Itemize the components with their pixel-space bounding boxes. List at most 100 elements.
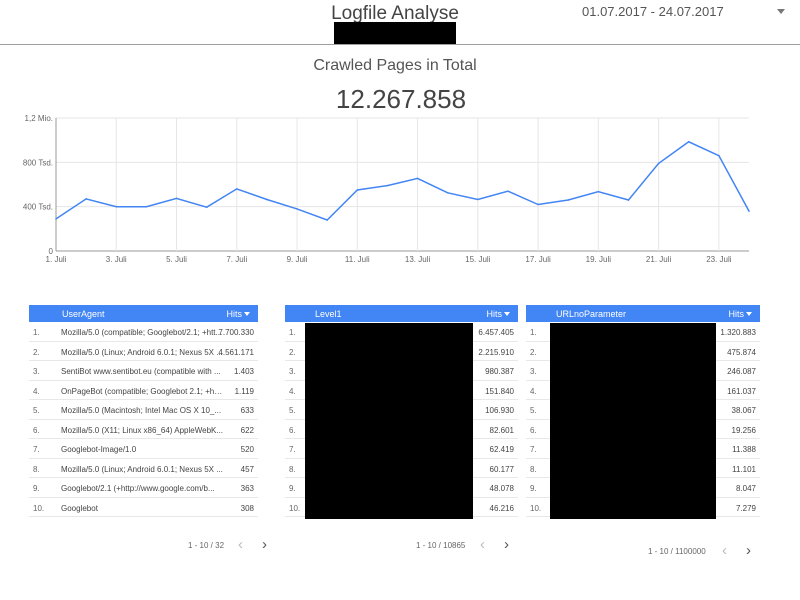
row-hits: 48.078 bbox=[489, 484, 514, 493]
prev-page-icon[interactable]: ‹ bbox=[722, 542, 727, 559]
x-tick-label: 17. Juli bbox=[525, 255, 551, 264]
table-row[interactable]: 5. Mozilla/5.0 (Macintosh; Intel Mac OS X… bbox=[29, 400, 258, 420]
row-hits: 457 bbox=[240, 464, 254, 474]
table-row[interactable]: 7. Googlebot-Image/1.0 520 bbox=[29, 439, 258, 459]
column-header-urlnoparameter[interactable]: URLnoParameter bbox=[556, 309, 627, 319]
data-point bbox=[718, 154, 720, 157]
row-index: 7. bbox=[289, 445, 296, 454]
table-row[interactable]: 4. OnPageBot (compatible; Googlebot 2.1; … bbox=[29, 381, 258, 400]
row-hits: 6.457.405 bbox=[478, 328, 514, 337]
row-hits: 2.215.910 bbox=[478, 347, 514, 357]
sort-desc-icon[interactable] bbox=[244, 312, 250, 316]
row-hits: 1.320.883 bbox=[720, 328, 756, 337]
table-row[interactable]: 6. Mozilla/5.0 (X11; Linux x86_64) AppleW… bbox=[29, 420, 258, 439]
useragent-pager: 1 - 10 / 32 ‹ › bbox=[188, 536, 267, 553]
row-useragent: Mozilla/5.0 (compatible; Googlebot/2.1; … bbox=[61, 328, 223, 337]
sort-desc-icon[interactable] bbox=[504, 312, 510, 316]
row-index: 2. bbox=[530, 347, 537, 357]
prev-page-icon[interactable]: ‹ bbox=[238, 536, 243, 553]
data-point bbox=[477, 198, 479, 201]
row-index: 10. bbox=[289, 503, 301, 513]
row-index: 8. bbox=[530, 464, 537, 474]
row-index: 1. bbox=[289, 328, 296, 337]
data-point bbox=[386, 184, 389, 187]
row-useragent: Mozilla/5.0 (X11; Linux x86_64) AppleWeb… bbox=[61, 425, 224, 435]
pager-range: 1 - 10 / 10865 bbox=[416, 541, 466, 550]
row-index: 5. bbox=[530, 406, 537, 415]
x-tick-label: 11. Juli bbox=[345, 255, 370, 264]
pager-range: 1 - 10 / 32 bbox=[188, 541, 225, 550]
data-point bbox=[416, 177, 419, 180]
pager-range: 1 - 10 / 1100000 bbox=[648, 547, 706, 556]
row-hits: 622 bbox=[240, 425, 254, 435]
table-row[interactable]: 8. Mozilla/5.0 (Linux; Android 6.0.1; Nex… bbox=[29, 459, 258, 478]
report-header: Logfile Analyse 01.07.2017 - 24.07.2017 bbox=[0, 0, 800, 45]
row-hits: 106.930 bbox=[485, 406, 514, 415]
row-hits: 38.067 bbox=[731, 406, 756, 415]
next-page-icon[interactable]: › bbox=[746, 542, 751, 559]
data-point bbox=[657, 162, 660, 165]
row-index: 2. bbox=[33, 347, 40, 357]
x-tick-label: 9. Juli bbox=[287, 255, 308, 264]
table-row[interactable]: 2. Mozilla/5.0 (Linux; Android 6.0.1; Nex… bbox=[29, 342, 258, 361]
row-useragent: Googlebot/2.1 (+http://www.google.com/b.… bbox=[61, 484, 215, 493]
table-row[interactable]: 1. Mozilla/5.0 (compatible; Googlebot/2.1… bbox=[29, 322, 258, 342]
row-hits: 363 bbox=[240, 484, 254, 493]
data-point bbox=[115, 205, 118, 208]
data-point bbox=[55, 218, 57, 220]
x-tick-label: 5. Juli bbox=[166, 255, 187, 264]
row-hits: 62.419 bbox=[489, 445, 514, 454]
row-hits: 82.601 bbox=[489, 425, 514, 435]
next-page-icon[interactable]: › bbox=[504, 536, 509, 553]
x-tick-label: 23. Juli bbox=[706, 255, 732, 264]
row-index: 3. bbox=[289, 367, 296, 376]
table-header: UserAgent Hits bbox=[29, 305, 258, 322]
row-hits: 7.279 bbox=[735, 503, 756, 513]
row-useragent: Mozilla/5.0 (Linux; Android 6.0.1; Nexus… bbox=[61, 347, 223, 357]
report-title: Logfile Analyse bbox=[331, 3, 459, 24]
row-hits: 246.087 bbox=[727, 367, 756, 376]
y-tick-label: 400 Tsd. bbox=[23, 203, 53, 212]
data-point bbox=[266, 198, 268, 201]
next-page-icon[interactable]: › bbox=[262, 536, 267, 553]
table-row[interactable]: 3. SentiBot www.sentibot.eu (compatible w… bbox=[29, 361, 258, 381]
urlnoparameter-pager: 1 - 10 / 1100000 ‹ › bbox=[648, 542, 751, 559]
row-hits: 520 bbox=[240, 445, 254, 454]
row-index: 8. bbox=[33, 464, 40, 474]
table-row[interactable]: 10. Googlebot 308 bbox=[29, 498, 258, 517]
data-point bbox=[85, 198, 87, 200]
table-header: URLnoParameter Hits bbox=[526, 305, 760, 322]
date-range-control[interactable]: 01.07.2017 - 24.07.2017 bbox=[582, 4, 724, 19]
redacted-column bbox=[305, 323, 473, 519]
data-point bbox=[687, 141, 690, 143]
scorecard-value: 12.267.858 bbox=[335, 84, 467, 114]
column-header-hits[interactable]: Hits bbox=[226, 309, 243, 319]
row-useragent: SentiBot www.sentibot.eu (compatible wit… bbox=[61, 367, 221, 376]
column-header-hits[interactable]: Hits bbox=[728, 309, 745, 319]
row-index: 9. bbox=[33, 484, 40, 493]
level1-table: Level1 Hits 1. 6.457.405 2. 2.215.910 3. 980.… bbox=[285, 305, 518, 519]
prev-page-icon[interactable]: ‹ bbox=[480, 536, 485, 553]
row-index: 8. bbox=[289, 464, 296, 474]
sort-desc-icon[interactable] bbox=[746, 312, 752, 316]
x-tick-label: 3. Juli bbox=[106, 255, 127, 264]
data-point bbox=[326, 219, 328, 221]
row-hits: 4.561.171 bbox=[218, 347, 254, 357]
row-index: 4. bbox=[530, 386, 537, 396]
y-tick-label: 1,2 Mio. bbox=[25, 114, 53, 123]
row-hits: 1.119 bbox=[234, 386, 254, 396]
date-range-dropdown-icon[interactable] bbox=[777, 9, 785, 14]
row-index: 3. bbox=[33, 367, 40, 376]
column-header-level1[interactable]: Level1 bbox=[315, 309, 342, 319]
row-hits: 19.256 bbox=[731, 425, 756, 435]
row-index: 6. bbox=[289, 425, 296, 435]
table-row[interactable]: 9. Googlebot/2.1 (+http://www.google.com/… bbox=[29, 478, 258, 498]
data-point bbox=[235, 188, 238, 190]
column-header-useragent[interactable]: UserAgent bbox=[62, 309, 105, 319]
row-index: 10. bbox=[530, 503, 542, 513]
row-hits: 11.101 bbox=[732, 464, 756, 474]
row-index: 6. bbox=[530, 425, 537, 435]
column-header-hits[interactable]: Hits bbox=[486, 309, 503, 319]
data-point bbox=[748, 210, 750, 212]
row-index: 7. bbox=[33, 445, 40, 454]
